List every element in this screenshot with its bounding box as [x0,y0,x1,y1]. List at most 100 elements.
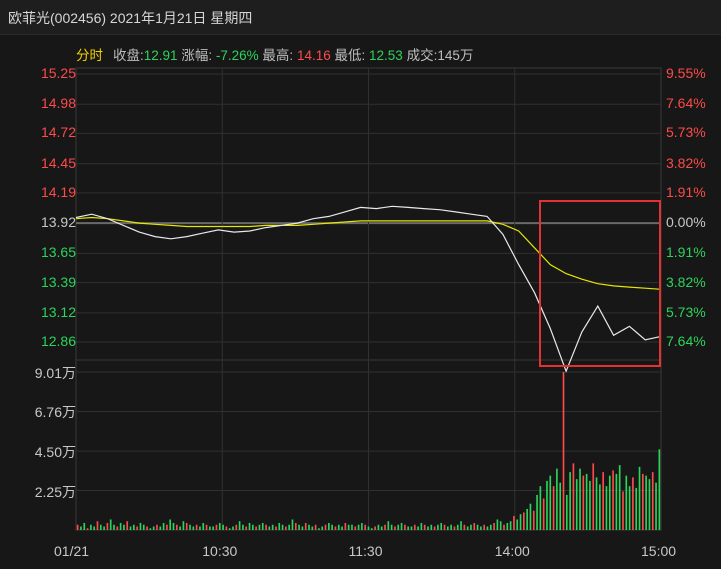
volume-bar [258,524,261,530]
volume-bar [473,522,476,530]
volume-bar [592,463,595,530]
volume-bar [311,526,314,530]
volume-bar [585,473,588,530]
volume-bar [341,526,343,530]
percent-label: 5.73% [666,303,706,320]
volume-bar [565,494,568,530]
volume-bar [400,522,403,530]
volume-bar [199,526,201,530]
volume-bar [261,522,264,530]
volume-bar [404,524,406,530]
volume-bar [526,508,528,530]
volume-bar [331,524,333,530]
volume-bar [268,526,271,530]
volume-bar [635,487,638,530]
price-line [75,205,662,373]
volume-bar [152,526,155,530]
volume-bar [370,528,373,530]
close-label: 收盘: [113,48,144,63]
price-label: 14.19 [40,183,76,200]
volume-bar [182,521,185,530]
volume-bar [265,524,267,530]
price-label: 14.98 [40,95,76,112]
percent-label: 9.55% [666,65,706,81]
volume-bar [569,472,571,530]
volume-bar [612,470,614,530]
volume-bar [334,526,337,530]
low-value: 12.53 [369,48,403,63]
volume-bar [321,526,324,530]
volume-bar [446,526,449,530]
volume-bar [622,491,624,530]
volume-bar [615,473,618,530]
volume-bar [506,522,509,530]
volume-bar [298,524,300,530]
volume-bar [357,524,360,530]
volume-bar [572,463,575,530]
volume-bar [433,526,436,530]
volume-bar [195,524,198,530]
volume-bar [410,526,413,530]
volume-bar [559,482,562,530]
volume-bar [354,526,357,530]
volume-bar [589,480,591,530]
window-title: 欧菲光(002456) 2021年1月21日 星期四 [8,10,253,26]
volume-bar [645,475,647,530]
volume-bar [324,524,327,530]
tab-intraday[interactable]: 分时 [76,48,103,63]
volume-bar [76,524,79,530]
volume-bar [96,521,99,530]
volume-bar [119,522,122,530]
high-value: 14.16 [296,48,331,63]
volume-bar [228,528,231,530]
volume-bar [427,526,429,530]
volume-bar [285,526,287,530]
volume-label: 成交: [406,48,438,63]
time-label: 14:00 [494,543,530,559]
volume-bar [516,519,519,530]
volume-bar [582,475,585,530]
volume-bar [288,524,291,530]
volume-bar [413,524,416,530]
volume-bar [556,468,558,530]
volume-label: 4.50万 [34,444,76,461]
volume-bar [387,521,390,530]
volume-bar [549,475,552,530]
volume-bar [93,526,96,530]
volume-bar [361,522,363,530]
volume-bar [347,524,350,530]
volume-bar [142,524,145,530]
percent-label: 5.73% [666,124,706,141]
volume-bar [460,521,462,530]
volume-value: 145万 [437,48,474,63]
volume-bar [225,526,228,530]
volume-bar [136,526,138,530]
volume-bar [562,372,565,530]
stats-line: 收盘:12.91 涨幅: -7.26% 最高: 14.16 最低: 12.53 … [113,44,473,64]
volume-bar [318,528,320,530]
percent-label: 3.82% [666,154,706,171]
volume-label: 2.25万 [34,483,76,500]
volume-bar [384,524,386,530]
volume-bar [218,522,221,530]
volume-bar [480,526,482,530]
volume-bar [212,526,214,530]
volume-bar [453,526,456,530]
volume-bar [86,528,89,530]
volume-bar [437,524,439,530]
volume-bar [314,524,317,530]
volume-bar [294,522,297,530]
average-price-line [75,216,662,290]
volume-bar [113,524,115,530]
price-label: 13.92 [40,214,76,231]
volume-bar [390,524,393,530]
price-label: 13.65 [40,244,76,261]
percent-label: 7.64% [666,333,706,349]
percent-label: 1.91% [666,183,706,200]
volume-bar [641,473,644,530]
volume-bar [235,524,238,530]
volume-bar [440,522,443,530]
volume-bar [222,524,224,530]
volume-bar [546,480,548,530]
